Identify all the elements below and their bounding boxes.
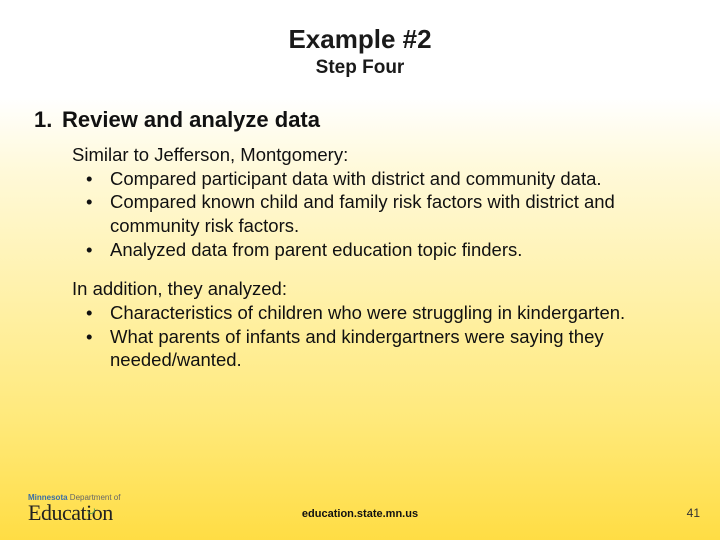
body-block: Similar to Jefferson, Montgomery: • Comp… [34,143,686,372]
mde-logo: Minnesota Department of Education [28,493,120,526]
content-area: 1. Review and analyze data Similar to Je… [0,79,720,372]
bullet-text: Analyzed data from parent education topi… [110,238,686,262]
section-heading: 1. Review and analyze data [34,107,686,133]
heading-number: 1. [34,107,62,133]
bullet-text: Compared participant data with district … [110,167,686,191]
section-2-intro: In addition, they analyzed: [72,277,686,301]
slide-title: Example #2 [0,24,720,55]
list-item: • Compared participant data with distric… [72,167,686,191]
title-block: Example #2 Step Four [0,0,720,79]
list-item: • Analyzed data from parent education to… [72,238,686,262]
logo-education: Education [28,500,120,526]
bullet-text: What parents of infants and kindergartne… [110,325,686,372]
slide-subtitle: Step Four [0,57,720,79]
bullet-text: Characteristics of children who were str… [110,301,686,325]
section-2: In addition, they analyzed: • Characteri… [72,277,686,372]
bullet-icon: • [86,190,110,237]
bullet-icon: • [86,301,110,325]
list-item: • Compared known child and family risk f… [72,190,686,237]
heading-text: Review and analyze data [62,107,686,133]
bullet-icon: • [86,238,110,262]
list-item: • What parents of infants and kindergart… [72,325,686,372]
footer-url: education.state.mn.us [302,508,418,520]
page-number: 41 [687,506,700,520]
bullet-icon: • [86,167,110,191]
list-item: • Characteristics of children who were s… [72,301,686,325]
section-1: Similar to Jefferson, Montgomery: • Comp… [72,143,686,261]
bullet-icon: • [86,325,110,372]
bullet-text: Compared known child and family risk fac… [110,190,686,237]
footer: Minnesota Department of Education educat… [0,482,720,526]
section-1-intro: Similar to Jefferson, Montgomery: [72,143,686,167]
